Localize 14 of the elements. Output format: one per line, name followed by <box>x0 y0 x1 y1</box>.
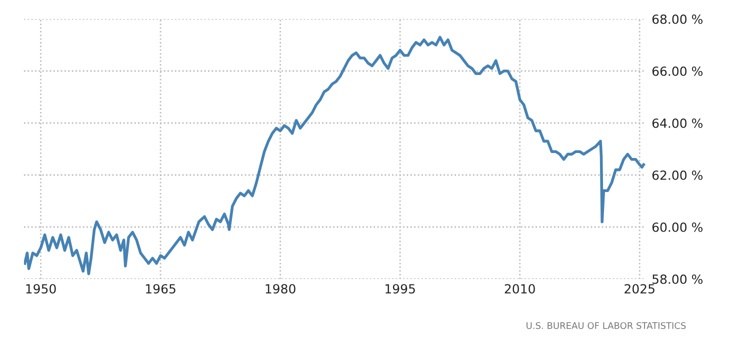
x-tick-label: 1995 <box>386 284 415 294</box>
x-tick-label: 2010 <box>504 284 535 294</box>
y-tick-label: 68.00 % <box>652 14 702 24</box>
line-series <box>24 36 645 276</box>
y-tick-label: 60.00 % <box>652 222 702 232</box>
y-tick-label: 58.00 % <box>652 274 702 284</box>
y-tick-label: 66.00 % <box>652 66 702 76</box>
text: U.S. BUREAU OF LABOR STATISTICS <box>526 322 686 330</box>
x-tick-label: 1980 <box>266 284 296 294</box>
x-tick-label: 1965 <box>146 284 176 294</box>
y-tick-label: 64.00 % <box>652 118 702 128</box>
x-tick-label: 1950 <box>26 284 56 294</box>
y-tick-label: 62.00 % <box>652 170 702 180</box>
x-tick-label: 2025 <box>624 284 654 294</box>
